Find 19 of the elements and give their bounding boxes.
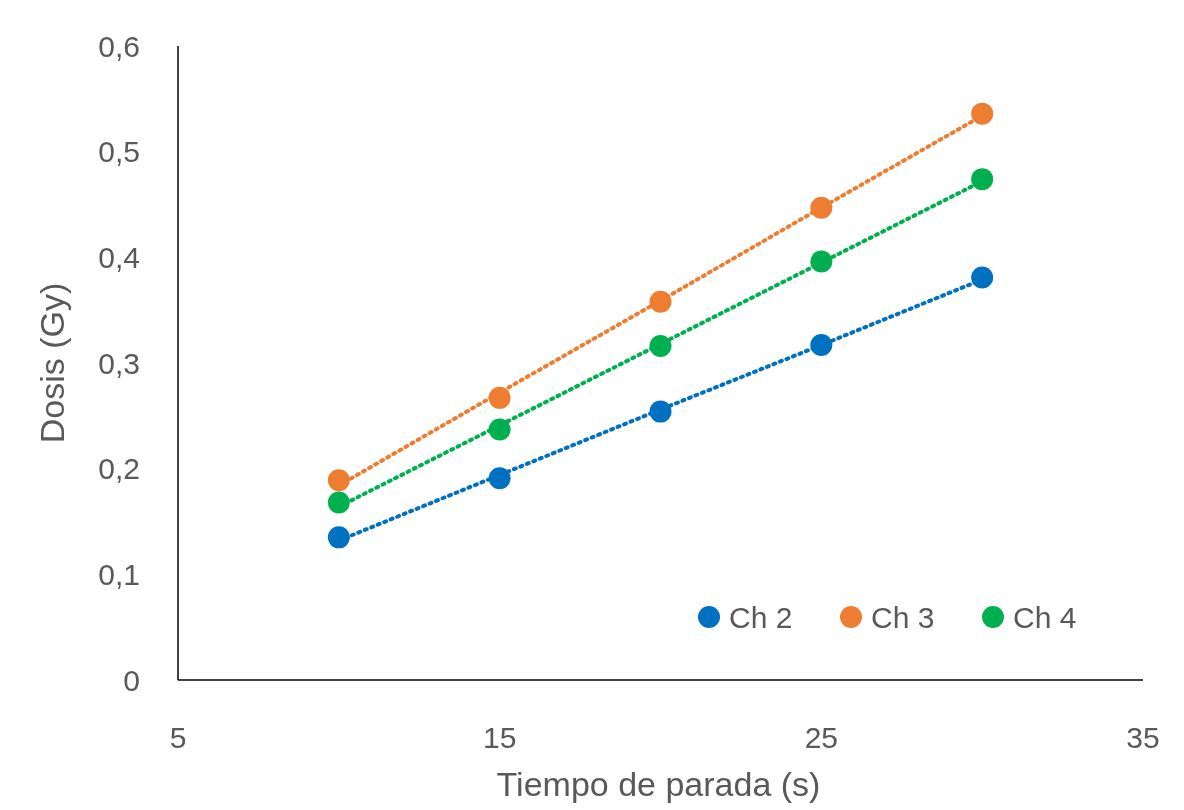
y-tick-label: 0,1 (98, 557, 140, 591)
legend-label: Ch 2 (729, 600, 793, 634)
legend-label: Ch 4 (1013, 600, 1077, 634)
point (971, 168, 994, 191)
y-tick-label: 0,4 (98, 240, 140, 274)
point (971, 102, 994, 125)
y-tick-label: 0,5 (98, 135, 140, 169)
y-tick-label: 0,3 (98, 346, 140, 380)
y-axis-title: Dosis (Gy) (33, 282, 71, 444)
y-tick-label: 0 (123, 663, 140, 697)
x-axis-title: Tiempo de parada (s) (496, 765, 821, 803)
x-tick-label: 25 (804, 721, 839, 754)
x-tick-label: 5 (169, 721, 187, 754)
point (971, 266, 994, 289)
y-tick-label: 0,6 (98, 29, 140, 63)
legend-label: Ch 3 (871, 600, 935, 634)
y-tick-label: 0,2 (98, 452, 140, 486)
x-tick-label: 35 (1126, 721, 1160, 754)
x-tick-label: 15 (482, 721, 517, 754)
